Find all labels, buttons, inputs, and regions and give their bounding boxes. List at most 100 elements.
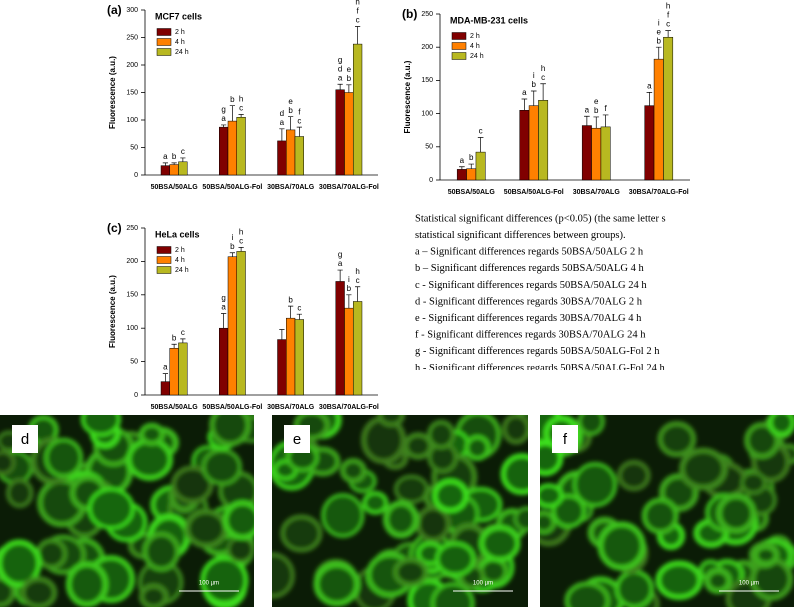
cell (415, 505, 452, 543)
error-bar (288, 305, 294, 319)
cell (321, 493, 365, 538)
legend-swatch (156, 256, 172, 264)
legend-label: 4 h (175, 39, 185, 46)
cell (540, 510, 556, 535)
significance-letter: e (594, 97, 599, 106)
error-bar (279, 329, 285, 340)
cell (80, 415, 122, 437)
significance-letter: c (666, 20, 670, 29)
note-line: a – Significant differences regards 50BS… (415, 247, 644, 258)
error-bar (530, 90, 537, 106)
significance-letter: h (355, 0, 359, 7)
error-bar (171, 162, 177, 165)
significance-letter: b (657, 36, 662, 45)
y-tick-label: 0 (134, 392, 138, 399)
cells (272, 415, 528, 607)
cell (88, 487, 135, 530)
significance-letter: a (280, 118, 285, 127)
error-bar (229, 252, 235, 257)
note-line: b – Significant differences regards 50BS… (415, 263, 644, 274)
cell (313, 562, 361, 607)
scale-label: 100 µm (473, 581, 493, 587)
error-bar (346, 294, 352, 309)
error-bar (655, 46, 662, 60)
error-bar (468, 163, 475, 169)
y-tick-label: 100 (421, 110, 433, 117)
significance-letter: f (667, 11, 670, 20)
bar (663, 36, 674, 181)
significance-letter: b (172, 152, 177, 161)
significance-letter: b (469, 153, 474, 162)
significance-letter: c (181, 328, 185, 337)
cell (479, 524, 521, 563)
bar (456, 169, 467, 181)
note-line: f - Significant differences regards 30BS… (415, 330, 646, 341)
bar (294, 136, 304, 176)
x-tick-label: 30BSA/70ALG (267, 404, 315, 411)
note-line: g - Significant differences regards 50BS… (415, 346, 660, 357)
cell (597, 521, 646, 571)
legend-swatch (156, 48, 172, 56)
x-tick-label: 50BSA/50ALG (448, 189, 496, 196)
x-tick-label: 30BSA/70ALG (573, 189, 621, 196)
cell (432, 478, 469, 513)
bar (653, 58, 664, 181)
bar (219, 327, 229, 396)
significance-letter: h (666, 2, 670, 11)
cell (572, 462, 618, 508)
legend-swatch (451, 32, 467, 40)
y-axis-label: Fluorescence (a.u.) (108, 275, 117, 348)
cell (184, 508, 228, 549)
cell (551, 494, 586, 529)
note-line: c - Significant differences regards 50BS… (415, 280, 647, 291)
bar (644, 105, 655, 181)
y-tick-label: 50 (130, 144, 138, 151)
legend-label: 4 h (470, 43, 480, 50)
error-bar (221, 313, 227, 329)
bar (227, 120, 237, 176)
note-line: i - Significant differences regards 50BS… (415, 379, 658, 390)
cell (500, 453, 528, 495)
significance-letter: b (532, 80, 537, 89)
error-bar (238, 114, 244, 118)
significance-letter: a (522, 88, 527, 97)
significance-letter: c (479, 127, 483, 136)
legend-swatch (156, 246, 172, 254)
significance-letter: b (347, 284, 352, 293)
cell (0, 450, 16, 476)
micrograph: e 100 µm (272, 415, 528, 607)
legend-label: 24 h (470, 53, 484, 60)
error-bar (221, 124, 227, 128)
significance-letter: f (356, 7, 359, 16)
cell (430, 581, 475, 607)
cell (614, 569, 655, 607)
bar (581, 125, 592, 181)
significance-letter: c (356, 16, 360, 25)
label-box (12, 425, 38, 453)
x-tick-label: 30BSA/70ALG-Fol (319, 404, 379, 411)
error-bar (238, 247, 244, 252)
significance-letter: g (221, 105, 225, 114)
cell (201, 448, 242, 486)
cell (427, 419, 456, 450)
cell (435, 541, 476, 577)
cells (0, 415, 254, 607)
x-tick-label: 30BSA/70ALG-Fol (629, 189, 689, 196)
significance-letter: b (288, 295, 293, 304)
bar (519, 110, 530, 181)
legend-label: 24 h (175, 267, 189, 274)
image-label: f (563, 431, 568, 448)
bar (344, 92, 354, 176)
significance-letter: c (297, 303, 301, 312)
note-line: e - Significant differences regards 30BS… (415, 313, 642, 324)
legend-swatch (451, 52, 467, 60)
bar (591, 127, 602, 181)
significance-letter: e (657, 27, 662, 36)
image-label: e (293, 431, 301, 448)
significance-letter: d (280, 109, 284, 118)
significance-letter: i (658, 18, 660, 27)
significance-letter: c (239, 236, 243, 245)
significance-letter: d (338, 64, 342, 73)
legend-label: 2 h (175, 29, 185, 36)
chart-title: MCF7 cells (155, 11, 202, 21)
